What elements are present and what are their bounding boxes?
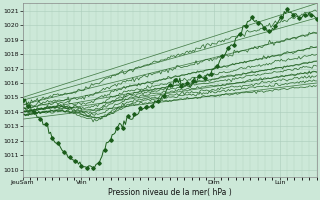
X-axis label: Pression niveau de la mer( hPa ): Pression niveau de la mer( hPa ) [108, 188, 231, 197]
